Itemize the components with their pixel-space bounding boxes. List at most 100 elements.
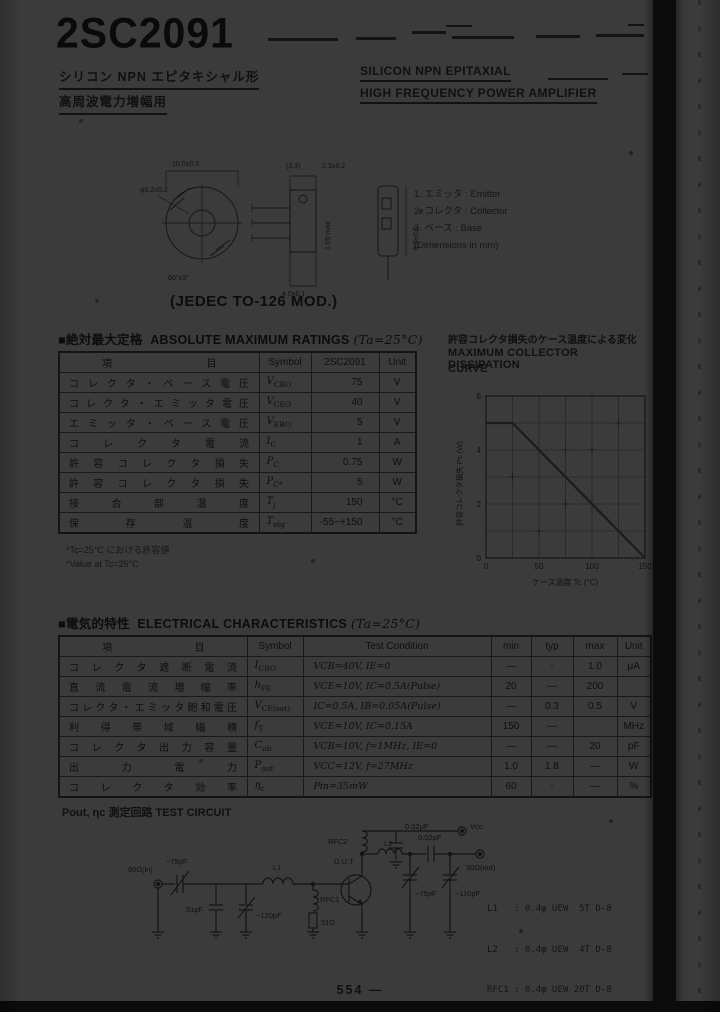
dim-label: 1.05 max bbox=[325, 221, 332, 250]
typ-value: — bbox=[530, 676, 574, 697]
item-name: 直流電流増幅率 bbox=[58, 676, 248, 697]
page-number: 554 — bbox=[336, 983, 384, 997]
symbol: VEBO bbox=[258, 412, 312, 433]
inductor-l1 bbox=[262, 877, 294, 885]
table-row: コレクタ電流 IC 1 A bbox=[58, 432, 417, 453]
symbol-sub: ob bbox=[262, 744, 272, 753]
item-name: コレクタ・ベース電圧 bbox=[58, 372, 260, 393]
unit: % bbox=[616, 776, 652, 798]
cap-label: ~110pF bbox=[455, 889, 481, 898]
package-profile-view bbox=[377, 185, 399, 257]
resistor-51ohm bbox=[308, 912, 318, 929]
col-header-item: 項目 bbox=[58, 635, 248, 657]
abs-max-condition: (Ta=25°C) bbox=[353, 332, 423, 347]
scan-noise-dots bbox=[0, 0, 2, 2]
chart-title-japanese: 許容コレクタ損失のケース温度による変化 bbox=[448, 335, 637, 346]
rating-unit: °C bbox=[378, 512, 417, 534]
symbol-sub: CBO bbox=[273, 380, 292, 389]
item-name: コレクタ効率 bbox=[58, 776, 248, 798]
symbol-base: P bbox=[254, 760, 262, 771]
min-value: 20 bbox=[490, 676, 532, 697]
symbol-sub: c bbox=[260, 784, 265, 793]
test-condition: IC=0.5A, IB=0.05A(Pulse) bbox=[302, 696, 492, 717]
dissipation-chart: 0 50 100 150 0 2 4 6 ケース温度 Tc (°C) 許容コレク… bbox=[454, 392, 652, 587]
rating-value: 1 bbox=[310, 432, 380, 453]
min-value: — bbox=[490, 736, 532, 757]
table-row: 接合部温度 Tj 150 °C bbox=[58, 492, 417, 513]
symbol: PC bbox=[258, 452, 312, 473]
abs-max-title-jp: ■絶対最大定格 bbox=[58, 333, 143, 347]
rating-value: 5 bbox=[310, 472, 380, 493]
typ-value: - bbox=[530, 776, 574, 798]
y-tick-label: 0 bbox=[477, 554, 482, 563]
footnote-en: *Value at Tc=25°C bbox=[66, 559, 139, 569]
col-header-unit: Unit bbox=[378, 351, 417, 373]
item-name: 保存温度 bbox=[58, 512, 260, 534]
symbol-sub: T bbox=[258, 724, 264, 733]
dashed-rule bbox=[446, 25, 472, 27]
resistor-label: 51Ω bbox=[321, 918, 335, 927]
rating-value: -55~+150 bbox=[310, 512, 380, 534]
symbol-base: V bbox=[266, 416, 274, 427]
dim-label: 60°±3° bbox=[168, 274, 189, 282]
table-row: 許容コレクタ損失 PC 0.75 W bbox=[58, 452, 417, 473]
symbol-base: V bbox=[266, 396, 274, 407]
max-value bbox=[572, 716, 618, 737]
electrical-characteristics-table: 項目 Symbol Test Condition min typ max Uni… bbox=[58, 635, 652, 798]
inductor-label: L1 bbox=[273, 863, 281, 872]
elec-title-jp: ■電気的特性 bbox=[58, 617, 130, 631]
dim-label: 4.0±0.1 bbox=[282, 291, 305, 298]
max-value: 1.0 bbox=[572, 656, 618, 677]
col-header-symbol: Symbol bbox=[246, 635, 304, 657]
choke-rfc1 bbox=[312, 889, 319, 912]
table-row: コレクタ・ベース電圧 VCBO 75 V bbox=[58, 372, 417, 393]
symbol-base: T bbox=[266, 516, 274, 527]
rating-value: 75 bbox=[310, 372, 380, 393]
col-header-typ: typ bbox=[530, 635, 574, 657]
dashed-rule bbox=[268, 38, 338, 41]
elec-section-title: ■電気的特性 ELECTRICAL CHARACTERISTICS (Ta=25… bbox=[58, 613, 420, 632]
coil-spec-l2: L2 : 0.4φ UEW 4T D-8 bbox=[487, 944, 612, 955]
vcc-terminal bbox=[457, 826, 467, 836]
dashed-rule bbox=[596, 34, 644, 37]
col-header-part: 2SC2091 bbox=[310, 351, 380, 373]
x-tick-label: 0 bbox=[484, 562, 489, 571]
unit: MHz bbox=[616, 716, 652, 737]
unit bbox=[616, 676, 652, 697]
symbol-sub: CEO bbox=[273, 400, 292, 409]
max-value: 0.5 bbox=[572, 696, 618, 717]
symbol: hFE bbox=[246, 676, 304, 697]
table-header-row: 項目 Symbol 2SC2091 Unit bbox=[58, 351, 417, 373]
symbol-base: P bbox=[266, 456, 274, 467]
package-outline-drawing: 10.0±0.5 φ3.2±0.2 (3.3) 1.05 max 9.0±0.5… bbox=[140, 161, 420, 298]
pin-label-base: 3. ベース : Base bbox=[414, 223, 483, 234]
abs-max-title-en: ABSOLUTE MAXIMUM RATINGS bbox=[150, 333, 350, 347]
vcc-label: Vcc bbox=[470, 822, 483, 831]
dim-label: (3.3) bbox=[286, 163, 300, 170]
table-header-row: 項目 Symbol Test Condition min typ max Uni… bbox=[58, 635, 652, 657]
y-axis-label: 許容コレクタ損失 Pc (W) bbox=[454, 441, 464, 526]
dut-label: D.U.T bbox=[334, 857, 354, 866]
unit: pF bbox=[616, 736, 652, 757]
table-row: 保存温度 Tstg -55~+150 °C bbox=[58, 512, 417, 534]
rating-unit: A bbox=[378, 432, 417, 453]
rating-unit: V bbox=[378, 392, 417, 413]
elec-title-en: ELECTRICAL CHARACTERISTICS bbox=[137, 617, 348, 631]
item-name: コレクタ出力容量 bbox=[58, 736, 248, 757]
table-row: コレクタ・エミッタ飽和電圧 VCE(sat) IC=0.5A, IB=0.05A… bbox=[58, 696, 652, 717]
dimensions-note: (Dimensions in mm) bbox=[414, 240, 499, 251]
part-number-title: 2SC2091 bbox=[56, 9, 234, 57]
symbol-sub: out bbox=[261, 764, 274, 773]
symbol: ICBO bbox=[246, 656, 304, 677]
symbol-base: C bbox=[254, 740, 263, 751]
rating-value: 0.75 bbox=[310, 452, 380, 473]
pin-assignment-list: 1. エミッタ : Emitter 2. コレクタ : Collector 3.… bbox=[414, 186, 508, 254]
symbol-base: P bbox=[266, 476, 274, 487]
min-value: — bbox=[490, 656, 532, 677]
symbol-base: I bbox=[266, 436, 271, 447]
cap-label: ~75pF bbox=[166, 857, 188, 866]
test-condition: Pin=35mW bbox=[302, 776, 492, 798]
item-name: 許容コレクタ損失 bbox=[58, 472, 260, 493]
symbol: Tstg bbox=[258, 512, 312, 534]
col-header-max: max bbox=[572, 635, 618, 657]
